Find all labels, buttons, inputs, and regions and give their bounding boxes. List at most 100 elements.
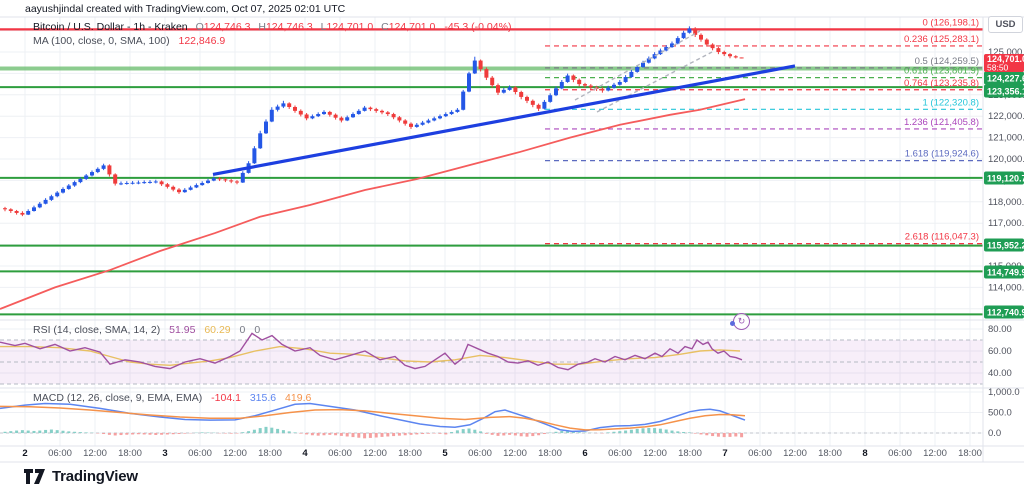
candle-body [664, 47, 669, 51]
candle-body [612, 84, 616, 88]
rsi-axis-label: 60.00 [988, 346, 1012, 357]
candle-body [101, 165, 106, 169]
candle-body [472, 60, 477, 74]
time-axis-label[interactable]: 6 [582, 448, 587, 459]
candle-body [600, 88, 605, 91]
candle-body [14, 211, 19, 213]
time-axis-label[interactable]: 18:00 [678, 448, 702, 459]
candle-body [113, 174, 118, 184]
rsi-line [0, 332, 743, 371]
time-axis-label[interactable]: 8 [862, 448, 867, 459]
annotation-dot-icon [730, 321, 735, 326]
time-axis-label[interactable]: 7 [722, 448, 727, 459]
candle-body [635, 66, 640, 72]
time-axis-label[interactable]: 18:00 [958, 448, 982, 459]
time-axis-label[interactable]: 06:00 [468, 448, 492, 459]
candle-body [391, 114, 396, 118]
candle-body [606, 87, 611, 91]
candle-body [43, 199, 48, 204]
ma-label: MA (100, close, 0, SMA, 100) [33, 35, 170, 47]
level-price-tag-text: 115,952.2 [987, 241, 1024, 251]
attribution-text: aayushjindal created with TradingView.co… [25, 3, 346, 15]
candle-body [298, 110, 303, 115]
channel-annotation-line [574, 30, 701, 101]
rsi-axis-label: 80.00 [988, 324, 1012, 335]
candle-body [362, 107, 367, 111]
time-axis-label[interactable]: 12:00 [223, 448, 247, 459]
time-axis-label[interactable]: 12:00 [643, 448, 667, 459]
candle-body [177, 189, 181, 193]
candle-body [327, 111, 332, 115]
ma-legend[interactable]: MA (100, close, 0, SMA, 100) 122,846.9 [33, 35, 225, 47]
ohlc-high-key: H [258, 21, 266, 33]
rsi-legend[interactable]: RSI (14, close, SMA, 14, 2) 51.95 60.29 … [33, 324, 260, 336]
candle-body [588, 85, 593, 88]
time-axis-label[interactable]: 12:00 [783, 448, 807, 459]
candle-body [554, 88, 558, 96]
candle-body [322, 111, 326, 115]
time-axis-label[interactable]: 06:00 [48, 448, 72, 459]
candle-body [206, 180, 210, 183]
time-axis-label[interactable]: 06:00 [748, 448, 772, 459]
ma100-line [0, 98, 746, 310]
time-axis-label[interactable]: 18:00 [118, 448, 142, 459]
time-axis-label[interactable]: 12:00 [923, 448, 947, 459]
candle-body [119, 183, 123, 185]
candle-body [704, 39, 709, 45]
macd-legend[interactable]: MACD (12, 26, close, 9, EMA, EMA) -104.1… [33, 392, 311, 404]
time-axis-label[interactable]: 2 [22, 448, 27, 459]
ohlc-high-value: 124,746.3 [265, 21, 313, 33]
candle-body [235, 181, 239, 183]
time-axis-label[interactable]: 4 [302, 448, 308, 459]
macd-axis-label: 500.0 [988, 408, 1012, 419]
candle-body [32, 207, 36, 212]
time-axis-label[interactable]: 06:00 [608, 448, 632, 459]
candle-body [617, 81, 622, 85]
candle-body [293, 106, 297, 111]
time-axis-label[interactable]: 12:00 [83, 448, 107, 459]
candle-body [385, 112, 390, 115]
fib-level-label: 0.764 (123,235.8) [904, 78, 979, 89]
price-axis-label: 120,000.0 [988, 154, 1024, 165]
candle-body [20, 212, 25, 215]
time-axis-label[interactable]: 3 [162, 448, 167, 459]
candle-body [542, 101, 547, 109]
price-axis-label: 118,000.0 [988, 197, 1024, 208]
symbol-legend[interactable]: Bitcoin / U.S. Dollar - 1h - Kraken O124… [33, 21, 511, 33]
time-axis-label[interactable]: 5 [442, 448, 448, 459]
time-axis-label[interactable]: 18:00 [818, 448, 842, 459]
time-axis-label[interactable]: 18:00 [538, 448, 562, 459]
tradingview-branding[interactable]: TradingView [24, 468, 138, 485]
time-axis-label[interactable]: 06:00 [188, 448, 212, 459]
candle-body [49, 196, 54, 200]
rsi-value: 51.95 [169, 324, 196, 336]
macd-signal-line [0, 405, 746, 431]
time-axis-label[interactable]: 12:00 [503, 448, 527, 459]
time-axis-label[interactable]: 06:00 [888, 448, 912, 459]
candle-body [397, 117, 402, 121]
time-axis-label[interactable]: 06:00 [328, 448, 352, 459]
current-price-tag [984, 54, 1024, 72]
currency-unit-button[interactable]: USD [988, 16, 1023, 33]
candle-body [687, 28, 692, 33]
bar-countdown: 58:50 [987, 63, 1009, 73]
tradingview-logo-icon [24, 469, 45, 484]
candle-body [345, 117, 350, 121]
fib-level-label: 1.618 (119,924.6) [905, 149, 979, 160]
level-price-tag-text: 119,120.7 [987, 174, 1024, 184]
ohlc-low-key: L [320, 21, 327, 33]
candle-body [374, 109, 379, 111]
time-axis-label[interactable]: 18:00 [258, 448, 282, 459]
candle-body [652, 54, 657, 59]
price-axis-label: 121,000.0 [988, 133, 1024, 144]
candle-body [409, 123, 413, 127]
candle-body [710, 44, 715, 49]
level-price-tag-text: 123,356.1 [987, 87, 1024, 97]
time-axis-label[interactable]: 12:00 [363, 448, 387, 459]
candle-body [716, 48, 721, 52]
ohlc-close-value: 124,701.0 [388, 21, 436, 33]
time-axis-label[interactable]: 18:00 [398, 448, 422, 459]
candle-body [3, 208, 7, 210]
candle-body [728, 54, 732, 57]
